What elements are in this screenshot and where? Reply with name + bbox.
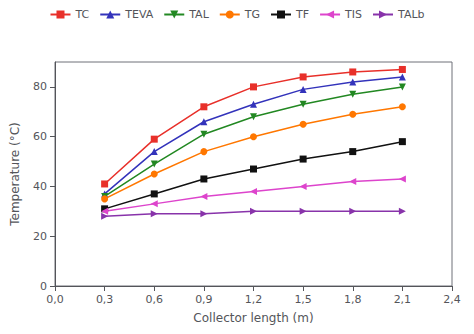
svg-text:TC: TC <box>74 8 89 21</box>
svg-text:TF: TF <box>295 8 309 21</box>
svg-text:0,6: 0,6 <box>146 293 164 306</box>
svg-text:0,0: 0,0 <box>46 293 64 306</box>
svg-text:TIS: TIS <box>344 8 362 21</box>
svg-text:TG: TG <box>244 8 260 21</box>
svg-text:1,2: 1,2 <box>245 293 263 306</box>
svg-text:0: 0 <box>40 280 47 293</box>
svg-text:0,3: 0,3 <box>96 293 114 306</box>
svg-text:2,1: 2,1 <box>394 293 412 306</box>
svg-text:TEVA: TEVA <box>124 8 153 21</box>
svg-text:TAL: TAL <box>188 8 209 21</box>
svg-text:60: 60 <box>33 130 47 143</box>
svg-text:Collector length (m): Collector length (m) <box>193 311 313 325</box>
svg-text:1,5: 1,5 <box>294 293 312 306</box>
svg-text:1,8: 1,8 <box>344 293 362 306</box>
svg-text:2,4: 2,4 <box>443 293 461 306</box>
svg-text:Temperature (°C): Temperature (°C) <box>8 122 22 227</box>
svg-text:20: 20 <box>33 230 47 243</box>
svg-text:80: 80 <box>33 80 47 93</box>
svg-text:TALb: TALb <box>397 8 425 21</box>
svg-text:40: 40 <box>33 180 47 193</box>
svg-text:0,9: 0,9 <box>195 293 213 306</box>
